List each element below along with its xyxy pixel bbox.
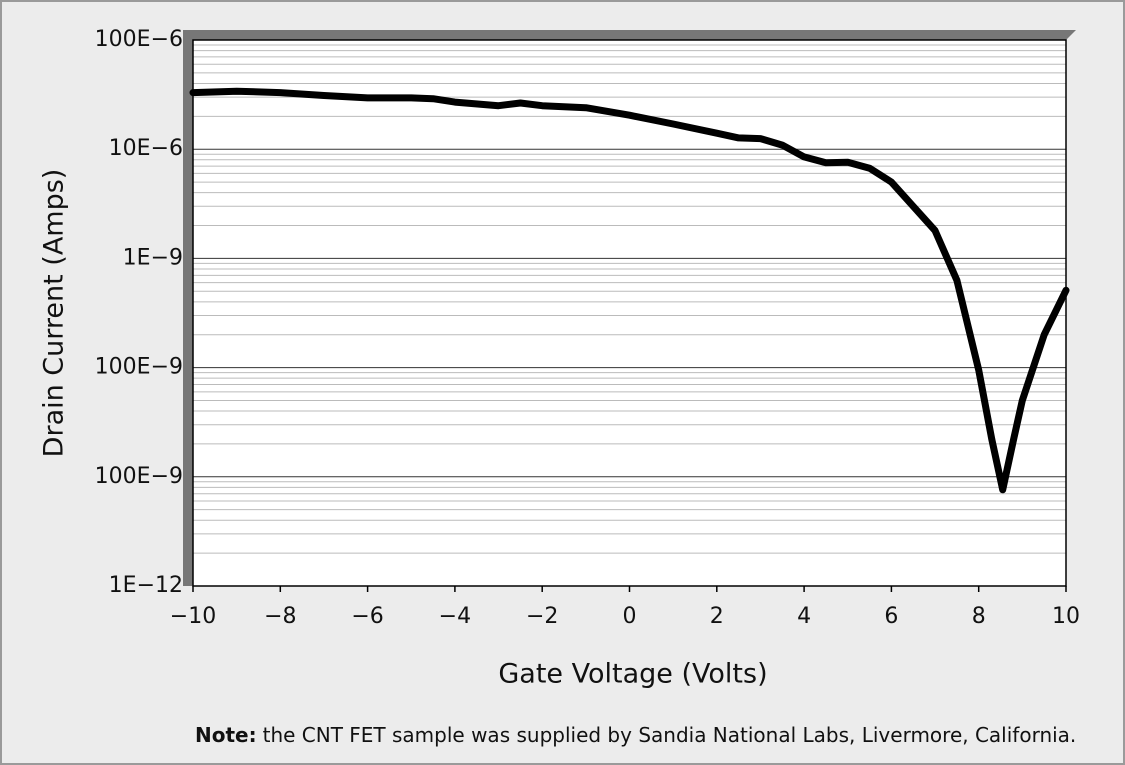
y-tick-label: 100E−6	[95, 27, 183, 52]
note-label: Note:	[195, 723, 257, 747]
x-tick-label: 0	[623, 604, 637, 629]
note: Note: the CNT FET sample was supplied by …	[195, 723, 1076, 747]
note-text: the CNT FET sample was supplied by Sandi…	[263, 723, 1077, 747]
y-tick-label: 10E−6	[109, 136, 183, 161]
x-tick-label: 2	[710, 604, 724, 629]
x-tick-label: −6	[351, 604, 383, 629]
y-axis-label: Drain Current (Amps)	[39, 169, 70, 458]
x-tick-label: −10	[170, 604, 216, 629]
x-tick-label: −2	[526, 604, 558, 629]
y-tick-label: 1E−12	[109, 573, 183, 598]
data-line	[189, 87, 1070, 494]
x-axis-label: Gate Voltage (Volts)	[498, 659, 767, 690]
x-tick-label: 8	[972, 604, 986, 629]
x-tick-label: 10	[1052, 604, 1080, 629]
x-tick-label: 6	[884, 604, 898, 629]
x-tick-label: −8	[264, 604, 296, 629]
x-tick-label: −4	[439, 604, 471, 629]
y-tick-label: 1E−9	[123, 245, 183, 270]
x-tick-label: 4	[797, 604, 811, 629]
y-tick-label: 100E−9	[95, 464, 183, 489]
y-tick-label: 100E−9	[95, 355, 183, 380]
plot-area	[193, 40, 1066, 586]
